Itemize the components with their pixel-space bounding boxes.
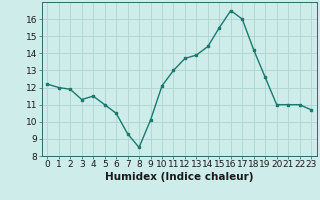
X-axis label: Humidex (Indice chaleur): Humidex (Indice chaleur) <box>105 172 253 182</box>
